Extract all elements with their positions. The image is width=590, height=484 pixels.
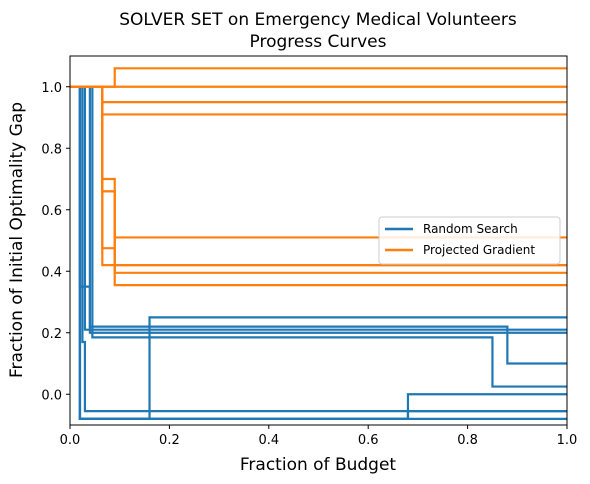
legend-box bbox=[378, 216, 561, 265]
curve-projected-gradient-5 bbox=[70, 85, 567, 239]
curve-random-search-5 bbox=[70, 85, 567, 334]
y-tick-label: 0.4 bbox=[41, 265, 62, 280]
chart-title-line1: SOLVER SET on Emergency Medical Voluntee… bbox=[119, 10, 517, 30]
x-tick-label: 0.2 bbox=[159, 433, 180, 448]
x-axis-ticks: 0.0 0.2 0.4 0.6 0.8 1.0 bbox=[60, 425, 578, 448]
y-axis-ticks: 0.0 0.2 0.4 0.6 0.8 1.0 bbox=[41, 81, 70, 403]
y-tick-label: 0.6 bbox=[41, 204, 62, 219]
legend-label-projected-gradient: Projected Gradient bbox=[423, 243, 535, 257]
x-tick-label: 0.0 bbox=[60, 433, 81, 448]
y-tick-label: 0.2 bbox=[41, 327, 62, 342]
plot-frame bbox=[69, 55, 568, 426]
y-tick-label: 0.8 bbox=[41, 142, 62, 157]
x-tick-label: 0.4 bbox=[258, 433, 279, 448]
curve-projected-gradient-3 bbox=[70, 85, 567, 104]
chart-title-line2: Progress Curves bbox=[250, 32, 387, 52]
legend-label-random-search: Random Search bbox=[423, 222, 518, 236]
y-tick-label: 0.0 bbox=[41, 388, 62, 403]
curve-projected-gradient-1 bbox=[70, 67, 567, 88]
legend: Random Search Projected Gradient bbox=[378, 216, 561, 265]
x-tick-label: 0.8 bbox=[457, 433, 478, 448]
x-tick-label: 0.6 bbox=[358, 433, 379, 448]
curves-group bbox=[70, 67, 567, 420]
curve-random-search-4 bbox=[70, 85, 567, 331]
curve-projected-gradient-4 bbox=[70, 85, 567, 116]
curve-projected-gradient-9 bbox=[70, 85, 567, 287]
x-axis-label: Fraction of Budget bbox=[240, 455, 397, 475]
x-tick-label: 1.0 bbox=[557, 433, 578, 448]
y-axis-label: Fraction of Initial Optimality Gap bbox=[7, 102, 27, 378]
y-tick-label: 1.0 bbox=[41, 81, 62, 96]
